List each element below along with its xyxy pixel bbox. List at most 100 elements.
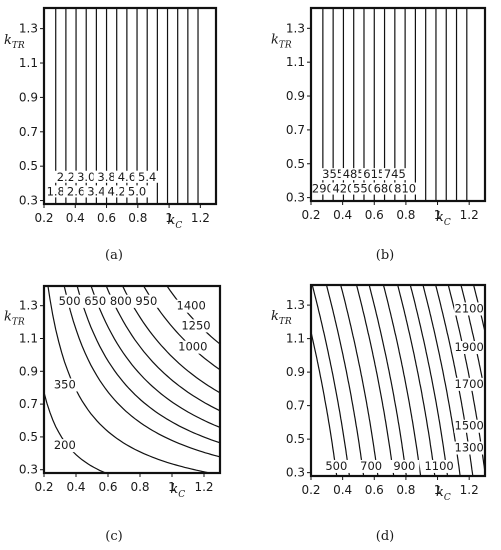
x-tick-label: 0.4 xyxy=(333,208,352,222)
contour-label: 4.2 xyxy=(108,184,126,198)
x-axis-label: kC xyxy=(168,213,183,231)
y-axis-label: kTR xyxy=(271,309,292,327)
plot-frame xyxy=(42,284,222,475)
x-tick-label: 0.2 xyxy=(34,211,53,225)
contour-label: 1700 xyxy=(455,377,484,391)
contour-label: 615 xyxy=(363,167,385,181)
x-tick-label: 0.8 xyxy=(130,480,149,494)
contour-label-bg xyxy=(83,185,110,198)
contour-label-bg xyxy=(330,182,357,195)
contour-label-bg xyxy=(454,377,485,391)
x-tick-label: 0.6 xyxy=(365,208,384,222)
plot-frame xyxy=(309,6,487,203)
contour-label-bg xyxy=(454,419,485,433)
y-tick-label: 0.3 xyxy=(286,191,305,205)
contour-line xyxy=(166,286,220,345)
contour-line xyxy=(473,285,485,335)
y-axis-label: kTR xyxy=(4,309,25,327)
contour-line xyxy=(368,285,407,476)
caption-b: (b) xyxy=(376,248,394,263)
contour-label-bg xyxy=(340,168,367,181)
contour-line xyxy=(90,286,220,428)
x-axis-label: kC xyxy=(436,210,451,228)
contour-label: 1.8 xyxy=(47,184,65,198)
contour-label: 420 xyxy=(332,182,354,196)
contour-line xyxy=(105,286,220,412)
contour-label: 1500 xyxy=(455,419,484,433)
contour-label-bg xyxy=(392,182,419,195)
y-tick-label: 0.9 xyxy=(286,365,305,379)
x-tick-label: 0.8 xyxy=(396,208,415,222)
x-tick-label: 1 xyxy=(434,208,442,222)
contour-label-bg xyxy=(320,168,347,181)
x-tick-label: 1.2 xyxy=(460,208,479,222)
panel-a: 1.82.22.63.03.43.84.24.65.05.4 0.2 0.4 0.6 0… xyxy=(4,6,218,231)
y-tick-label: 0.5 xyxy=(286,157,305,171)
contour-label-bg xyxy=(389,459,420,473)
y-tick-label: 0.7 xyxy=(286,399,305,413)
y-tick-label: 0.9 xyxy=(19,364,38,378)
x-tick-label: 0.2 xyxy=(301,483,320,497)
contour-label: 2.2 xyxy=(57,170,75,184)
y-tick-label: 1.3 xyxy=(19,22,38,36)
contour-label-bg xyxy=(52,170,79,183)
x-tick-label: 1 xyxy=(168,480,176,494)
caption-a: (a) xyxy=(105,248,123,263)
y-tick-label: 0.3 xyxy=(19,194,38,208)
x-tick-label: 0.6 xyxy=(365,483,384,497)
contour-label: 200 xyxy=(54,438,76,452)
contour-label: 3.8 xyxy=(97,170,115,184)
contour-label: 485 xyxy=(343,167,365,181)
y-tick-label: 1.1 xyxy=(286,55,305,69)
contour-label-bg xyxy=(356,459,387,473)
contour-lines xyxy=(44,286,220,473)
x-tick-label: 1.2 xyxy=(194,480,213,494)
contour-label-bg xyxy=(350,182,377,195)
x-tick-label: 0.8 xyxy=(396,483,415,497)
plot-frame xyxy=(42,6,218,206)
contour-line xyxy=(311,285,350,476)
contour-line xyxy=(486,285,501,476)
contour-label: 5.4 xyxy=(138,170,156,184)
contour-label-bg xyxy=(63,185,90,198)
y-tick-label: 0.3 xyxy=(19,463,38,477)
x-tick-label: 1 xyxy=(434,483,442,497)
contour-label-bg xyxy=(131,294,162,308)
contour-label: 1400 xyxy=(177,299,206,313)
contour-label: 1300 xyxy=(455,441,484,455)
contour-label-bg xyxy=(181,319,211,333)
caption-c: (c) xyxy=(105,529,122,544)
x-tick-label: 0.2 xyxy=(34,480,53,494)
contour-line xyxy=(311,467,312,476)
contour-label-bg xyxy=(93,170,120,183)
y-tick-label: 1.1 xyxy=(286,332,305,346)
y-tick-label: 0.7 xyxy=(286,123,305,137)
contour-label: 680 xyxy=(374,182,396,196)
x-tick-label: 0.4 xyxy=(333,483,352,497)
contour-line xyxy=(382,285,422,476)
y-tick-label: 0.5 xyxy=(19,159,38,173)
contour-label: 5.0 xyxy=(128,184,146,198)
contour-label-bg xyxy=(49,439,80,453)
contour-label-bg xyxy=(454,302,485,316)
y-tick-label: 1.1 xyxy=(19,56,38,70)
contour-line xyxy=(325,285,365,476)
contour-line xyxy=(397,285,436,476)
y-tick-label: 1.3 xyxy=(19,299,38,313)
x-tick-label: 0.4 xyxy=(66,480,85,494)
contour-label-bg xyxy=(381,168,408,181)
x-tick-label: 0.4 xyxy=(66,211,85,225)
contour-line xyxy=(355,285,395,476)
contour-label: 3.0 xyxy=(77,170,95,184)
x-axis-label: kC xyxy=(436,485,451,503)
contour-label: 950 xyxy=(135,294,157,308)
contour-label: 3.4 xyxy=(87,184,105,198)
contour-lines xyxy=(55,8,199,204)
x-axis-label: kC xyxy=(170,482,185,500)
contour-line xyxy=(63,286,220,458)
contour-label: 745 xyxy=(384,167,406,181)
contour-label-bg xyxy=(134,170,161,183)
contour-label: 355 xyxy=(322,167,344,181)
y-tick-label: 1.1 xyxy=(19,331,38,345)
